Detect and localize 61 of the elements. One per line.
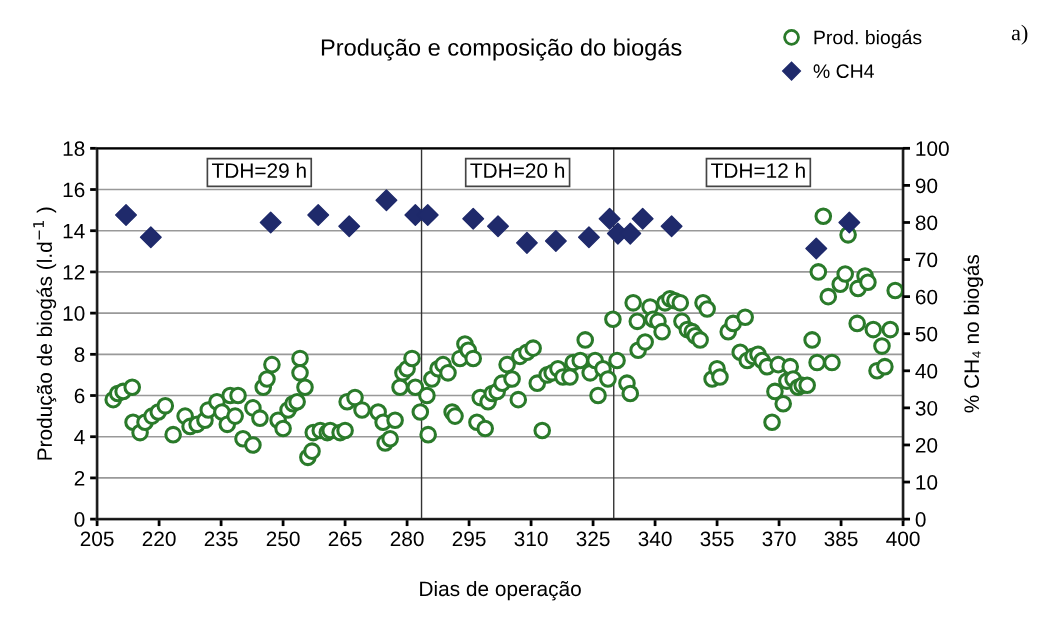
y2-tick-label: 60 — [915, 289, 938, 305]
point — [544, 230, 567, 253]
y-tick-label: 2 — [74, 470, 85, 486]
x-tick-label: 340 — [638, 531, 672, 547]
x-tick-label: 295 — [452, 531, 486, 547]
y2-tick-label: 50 — [915, 326, 938, 342]
y-tick-label: 8 — [74, 347, 85, 363]
point — [338, 215, 361, 238]
point — [577, 226, 600, 249]
x-tick-label: 220 — [142, 531, 176, 547]
y-tick-label: 10 — [63, 306, 85, 321]
annotation: TDH=20 h — [470, 162, 565, 179]
x-tick-label: 280 — [390, 531, 424, 547]
x-tick-label: 250 — [266, 531, 300, 547]
y2-tick-label: 80 — [915, 215, 938, 231]
text: a) — [1011, 24, 1028, 45]
y-axis-title: Produção de biogás (l.d$^{−1}$ ) — [33, 207, 57, 460]
y2-axis-title: % CH₄ no biogás — [963, 254, 984, 413]
legend-label: % CH4 — [813, 64, 874, 79]
y2-tick-label: 100 — [916, 141, 949, 157]
point — [487, 215, 510, 238]
point — [375, 189, 398, 212]
y2-tick-label: 10 — [916, 475, 938, 490]
y-tick-label: 14 — [63, 223, 85, 239]
point — [598, 207, 621, 230]
legend-label: Prod. biogás — [814, 29, 922, 49]
annotation: TDH=29 h — [212, 162, 306, 179]
point — [307, 204, 330, 227]
y-tick-label: 6 — [74, 388, 85, 404]
point — [515, 231, 538, 254]
point — [115, 204, 138, 227]
y-tick-label: 4 — [74, 429, 85, 445]
x-tick-label: 310 — [514, 531, 548, 547]
x-axis-title: Dias de operação — [420, 580, 581, 601]
y2-tick-label: 30 — [915, 400, 938, 416]
y2-tick-label: 0 — [915, 512, 926, 527]
point — [631, 207, 654, 230]
y2-tick-label: 90 — [915, 178, 938, 194]
y2-tick-label: 70 — [915, 252, 938, 268]
x-tick-label: 235 — [204, 531, 238, 547]
y-tick-label: 16 — [63, 182, 85, 198]
annotation: TDH=12 h — [711, 162, 805, 178]
y-tick-label: 12 — [63, 264, 85, 280]
point — [462, 207, 485, 230]
x-tick-label: 205 — [80, 531, 114, 547]
point — [259, 211, 282, 234]
y2-tick-label: 40 — [915, 363, 938, 379]
y-tick-label: 0 — [74, 512, 85, 527]
x-tick-label: 265 — [328, 531, 362, 547]
chart-title: Produção e composição do biogás — [321, 38, 682, 61]
x-tick-label: 355 — [700, 531, 734, 547]
x-tick-label: 370 — [762, 531, 796, 547]
point — [805, 237, 828, 260]
point — [838, 211, 861, 234]
point — [139, 226, 162, 249]
point — [660, 215, 683, 238]
y-tick-label: 18 — [63, 141, 85, 157]
x-tick-label: 325 — [576, 531, 610, 547]
y2-tick-label: 20 — [915, 437, 938, 453]
x-tick-label: 385 — [824, 531, 858, 547]
x-tick-label: 400 — [886, 531, 920, 547]
